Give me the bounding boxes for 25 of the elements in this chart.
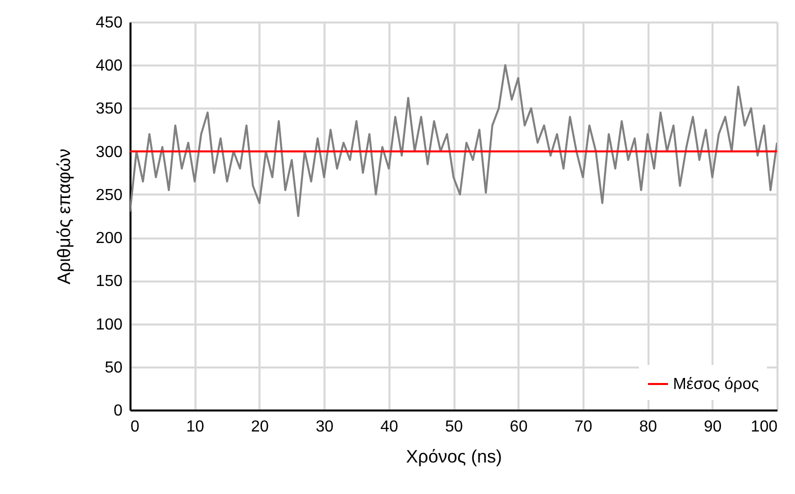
x-tick-label: 70 (574, 418, 592, 436)
y-tick-label: 200 (96, 230, 123, 248)
x-tick-label: 0 (130, 418, 140, 436)
x-tick-label: 90 (704, 418, 722, 436)
y-tick-label: 350 (96, 100, 123, 118)
y-tick-label: 250 (96, 186, 123, 204)
y-tick-label: 100 (96, 316, 123, 334)
y-tick-label: 450 (96, 14, 123, 32)
y-tick-label: 0 (114, 402, 123, 420)
x-tick-label: 100 (750, 418, 778, 436)
x-tick-label: 50 (445, 418, 463, 436)
x-tick-label: 80 (639, 418, 658, 436)
x-tick-label: 60 (510, 418, 528, 436)
x-tick-label: 20 (251, 418, 269, 436)
y-tick-label: 300 (96, 144, 123, 161)
x-tick-label: 30 (316, 418, 334, 436)
y-tick-label: 50 (104, 359, 123, 376)
line-series (130, 64, 777, 217)
y-tick-label: 150 (96, 273, 123, 290)
x-tick-label: 40 (380, 418, 398, 436)
legend-label: Μέσος όρος (673, 376, 760, 393)
y-tick-label: 400 (96, 58, 123, 75)
x-axis-title: Χρόνος (ns) (406, 446, 502, 466)
x-tick-label: 10 (186, 418, 204, 436)
y-axis-title: Αριθμός επαφών (54, 148, 74, 284)
